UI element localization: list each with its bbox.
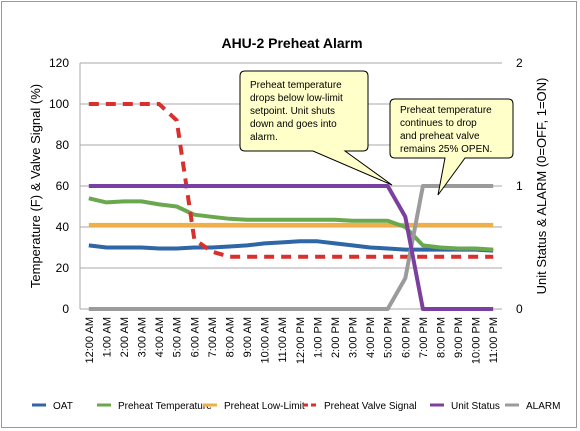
left-axis-ticks: 0 20 40 60 80 100 120: [49, 56, 69, 316]
annotation-line: setpoint. Unit shuts: [250, 106, 335, 117]
annotation-callout-alarm: Preheat temperature drops below low-limi…: [239, 70, 393, 186]
annotation-line: continues to drop: [400, 118, 477, 129]
y-axis-left-title: Temperature (F) & Valve Signal (%): [28, 84, 43, 288]
x-tick-label: 8:00 PM: [435, 317, 447, 358]
legend-label: ALARM: [526, 401, 560, 412]
x-tick-label: 7:00 AM: [207, 317, 219, 357]
y-left-tick-label: 60: [56, 179, 70, 193]
legend-label: OAT: [53, 401, 73, 412]
series-line-preheat-valve-signal: [88, 102, 494, 259]
x-tick-label: 2:00 AM: [119, 317, 131, 357]
x-tick-label: 4:00 PM: [365, 317, 377, 358]
annotation-callout-valve: Preheat temperature continues to drop an…: [389, 98, 514, 196]
y-left-tick-label: 120: [49, 56, 69, 70]
x-tick-label: 3:00 PM: [348, 317, 360, 358]
annotation-line: alarm.: [250, 132, 278, 143]
annotation-line: Preheat temperature: [400, 105, 492, 116]
y-axis-right-title: Unit Status & ALARM (0=OFF, 1=ON): [534, 78, 549, 295]
legend-label: Preheat Temperature: [118, 401, 212, 412]
right-axis-ticks: 0 1 2: [516, 56, 523, 316]
x-tick-label: 1:00 AM: [101, 317, 113, 357]
series-line-oat: [88, 239, 494, 253]
x-tick-label: 12:00 PM: [295, 317, 307, 364]
legend-label: Preheat Low-Limit: [224, 401, 305, 412]
x-tick-label: 6:00 AM: [189, 317, 201, 357]
annotation-line: remains 25% OPEN.: [400, 144, 492, 155]
x-tick-label: 11:00 PM: [488, 317, 500, 363]
x-tick-label: 6:00 PM: [400, 317, 412, 358]
y-left-tick-label: 100: [49, 97, 69, 111]
series-lines: [88, 102, 494, 311]
y-right-tick-label: 0: [516, 302, 523, 316]
series-line-preheat-temperature: [88, 196, 494, 252]
annotation-line: and preheat valve: [400, 131, 480, 142]
y-right-tick-label: 2: [516, 56, 523, 70]
annotation-line: drops below low-limit: [250, 93, 343, 104]
annotation-line: down and goes into: [250, 119, 337, 130]
y-right-tick-label: 1: [516, 179, 523, 193]
annotation-line: Preheat temperature: [250, 80, 342, 91]
legend-label: Preheat Valve Signal: [324, 401, 417, 412]
y-left-tick-label: 80: [56, 138, 70, 152]
y-left-tick-label: 0: [62, 302, 69, 316]
series-line-alarm: [88, 184, 494, 311]
legend-label: Unit Status: [451, 401, 500, 412]
x-tick-label: 10:00 AM: [260, 317, 272, 363]
chart-title: AHU-2 Preheat Alarm: [221, 35, 362, 51]
y-left-tick-label: 20: [56, 261, 70, 275]
x-tick-label: 5:00 PM: [383, 317, 395, 358]
x-tick-label: 4:00 AM: [154, 317, 166, 357]
x-tick-label: 8:00 AM: [224, 317, 236, 357]
y-left-tick-label: 40: [56, 220, 70, 234]
x-tick-label: 3:00 AM: [137, 317, 149, 357]
x-tick-label: 1:00 PM: [312, 317, 324, 358]
x-tick-label: 10:00 PM: [471, 317, 483, 364]
x-tick-label: 11:00 AM: [277, 317, 289, 363]
x-tick-label: 12:00 AM: [84, 317, 96, 363]
x-tick-label: 9:00 AM: [242, 317, 254, 357]
x-tick-label: 9:00 PM: [453, 317, 465, 358]
x-tick-label: 5:00 AM: [172, 317, 184, 357]
series-line-unit-status: [88, 184, 494, 311]
legend: OAT Preheat Temperature Preheat Low-Limit P…: [32, 401, 560, 412]
x-tick-label: 2:00 PM: [330, 317, 342, 358]
x-axis-ticks: 12:00 AM 1:00 AM 2:00 AM 3:00 AM 4:00 AM 5:00…: [84, 317, 500, 364]
x-tick-label: 7:00 PM: [418, 317, 430, 358]
